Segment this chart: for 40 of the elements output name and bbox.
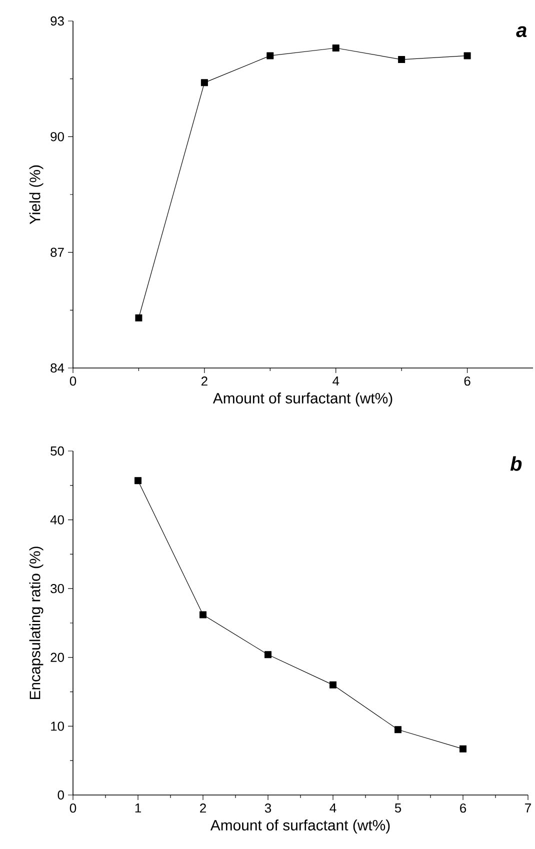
x-tick-label: 2 [201, 376, 208, 386]
point [460, 745, 467, 752]
y-tick-label: 50 [50, 446, 64, 456]
point [332, 44, 340, 52]
x-tick-label: 7 [525, 804, 531, 812]
x-tick-label: 5 [394, 804, 402, 813]
x-tick-label: 0 [70, 376, 76, 386]
y-tick-label: 93 [50, 16, 64, 26]
y-tick-label: 90 [50, 132, 64, 142]
y-tick-label: 30 [50, 584, 64, 594]
y-tick-label: 0 [58, 790, 64, 800]
y-axis-title: Yield (%) [29, 165, 44, 224]
point [134, 477, 142, 484]
point [464, 52, 471, 60]
point [330, 681, 337, 688]
point [264, 651, 272, 658]
annotation: b [510, 456, 522, 471]
point [135, 314, 142, 322]
x-tick-label: 6 [464, 376, 470, 386]
x-tick-label: 1 [135, 804, 141, 812]
x-tick-label: 0 [70, 804, 76, 813]
point [200, 79, 208, 86]
x-tick-label: 3 [264, 804, 272, 813]
x-axis-title: Amount of surfactant (wt%) [210, 820, 390, 834]
y-tick-label: 84 [50, 363, 64, 373]
x-tick-label: 4 [332, 376, 340, 386]
point [200, 611, 207, 618]
x-tick-label: 4 [330, 804, 336, 812]
y-tick-label: 10 [51, 722, 64, 731]
point [398, 56, 406, 64]
y-axis-title: Encapsulating ratio (%) [29, 546, 44, 700]
annotation: a [516, 26, 527, 38]
x-tick-label: 6 [460, 804, 466, 813]
x-tick-label: 2 [200, 804, 206, 813]
y-tick-label: 40 [50, 515, 64, 524]
y-tick-label: 20 [50, 652, 64, 662]
point [266, 52, 274, 60]
point [394, 726, 402, 734]
y-tick-label: 87 [50, 248, 64, 257]
x-axis-title: Amount of surfactant (wt%) [212, 392, 392, 406]
